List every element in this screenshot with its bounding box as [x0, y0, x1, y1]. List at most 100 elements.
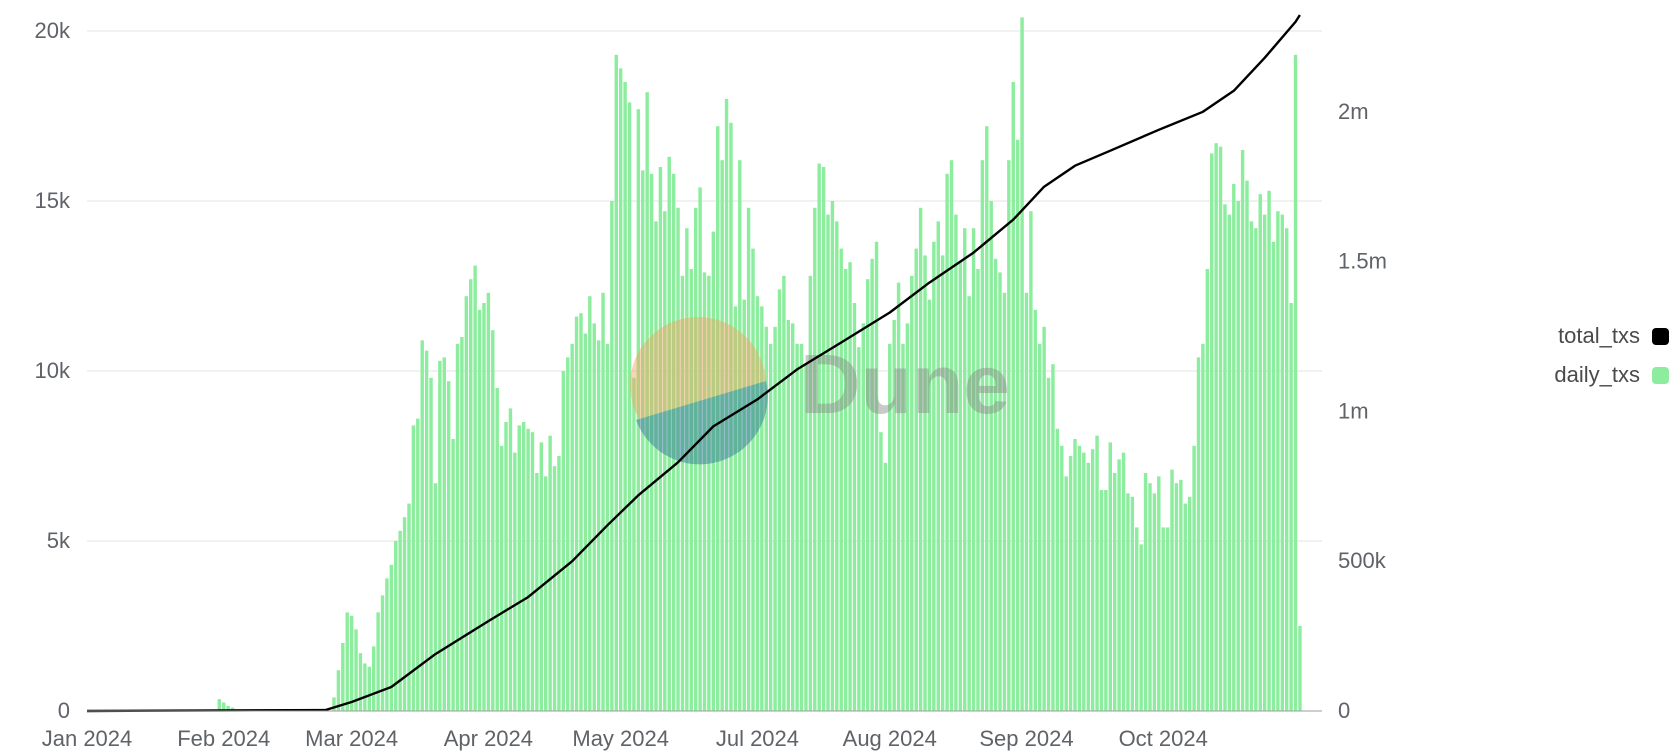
daily-txs-bar[interactable] [566, 357, 570, 711]
daily-txs-bar[interactable] [495, 388, 499, 711]
daily-txs-bar[interactable] [927, 299, 932, 711]
daily-txs-bar[interactable] [579, 313, 583, 711]
daily-txs-bar[interactable] [460, 337, 464, 711]
daily-txs-bar[interactable] [1086, 462, 1090, 711]
daily-txs-bar[interactable] [795, 343, 799, 711]
daily-txs-bar[interactable] [618, 68, 623, 711]
daily-txs-bar[interactable] [1262, 214, 1267, 711]
daily-txs-bar[interactable] [1037, 343, 1042, 711]
daily-txs-bar[interactable] [768, 343, 773, 711]
daily-txs-bar[interactable] [543, 476, 548, 711]
daily-txs-bar[interactable] [1011, 82, 1015, 711]
daily-txs-bar[interactable] [1161, 527, 1165, 711]
legend-item-daily-txs[interactable]: daily_txs [1554, 362, 1669, 387]
daily-txs-bar[interactable] [539, 442, 544, 711]
daily-txs-bar[interactable] [1214, 143, 1218, 711]
daily-txs-bar[interactable] [967, 296, 971, 711]
daily-txs-bar[interactable] [491, 330, 495, 711]
daily-txs-bar[interactable] [1077, 445, 1082, 711]
daily-txs-bar[interactable] [1139, 544, 1143, 711]
daily-txs-bar[interactable] [1126, 493, 1130, 711]
daily-txs-bar[interactable] [645, 92, 649, 711]
daily-txs-bar[interactable] [1060, 445, 1064, 711]
daily-txs-bar[interactable] [217, 699, 222, 711]
daily-txs-bar[interactable] [398, 530, 402, 711]
daily-txs-bar[interactable] [1152, 493, 1157, 711]
daily-txs-bar[interactable] [1148, 483, 1152, 711]
daily-txs-bar[interactable] [963, 228, 967, 711]
daily-txs-bar[interactable] [1068, 456, 1073, 711]
daily-txs-bar[interactable] [1143, 473, 1148, 711]
daily-txs-bar[interactable] [940, 255, 945, 711]
daily-txs-bar[interactable] [892, 320, 896, 711]
daily-txs-bar[interactable] [526, 428, 530, 711]
daily-txs-bar[interactable] [804, 364, 808, 711]
daily-txs-bar[interactable] [910, 275, 914, 711]
daily-txs-bar[interactable] [1095, 435, 1099, 711]
daily-txs-bar[interactable] [852, 303, 857, 711]
daily-txs-bar[interactable] [1029, 211, 1033, 711]
daily-txs-bar[interactable] [473, 265, 477, 711]
daily-txs-bar[interactable] [610, 201, 614, 711]
daily-txs-bar[interactable] [1276, 211, 1280, 711]
daily-txs-bar[interactable] [504, 422, 508, 711]
daily-txs-bar[interactable] [416, 418, 420, 711]
daily-txs-bar[interactable] [914, 248, 918, 711]
daily-txs-bar[interactable] [949, 160, 954, 711]
daily-txs-bar[interactable] [976, 269, 980, 711]
daily-txs-bar[interactable] [641, 170, 645, 711]
daily-txs-bar[interactable] [636, 109, 641, 711]
daily-txs-bar[interactable] [702, 272, 707, 711]
daily-txs-bar[interactable] [971, 228, 976, 711]
daily-txs-bar[interactable] [1015, 139, 1020, 712]
daily-txs-bar[interactable] [345, 612, 349, 711]
daily-txs-bar[interactable] [433, 483, 438, 711]
daily-txs-bar[interactable] [451, 439, 455, 711]
daily-txs-bar[interactable] [486, 292, 491, 711]
daily-txs-bar[interactable] [1055, 428, 1060, 711]
daily-txs-bar[interactable] [658, 167, 663, 711]
daily-txs-bar[interactable] [517, 425, 521, 711]
daily-txs-bar[interactable] [680, 275, 685, 711]
daily-txs-bar[interactable] [835, 221, 839, 711]
daily-txs-bar[interactable] [1205, 269, 1210, 711]
daily-txs-bar[interactable] [548, 435, 552, 711]
daily-txs-bar[interactable] [385, 578, 389, 711]
daily-txs-bar[interactable] [1232, 184, 1236, 711]
daily-txs-bar[interactable] [799, 343, 804, 711]
daily-txs-bar[interactable] [627, 102, 632, 711]
daily-txs-bar[interactable] [985, 126, 989, 711]
daily-txs-bar[interactable] [354, 629, 358, 711]
daily-txs-bar[interactable] [222, 702, 226, 712]
daily-txs-bar[interactable] [932, 241, 936, 712]
daily-txs-bar[interactable] [632, 377, 636, 711]
daily-txs-bar[interactable] [1090, 449, 1095, 711]
daily-txs-bar[interactable] [535, 473, 539, 711]
daily-txs-bar[interactable] [993, 258, 998, 711]
daily-txs-bar[interactable] [1117, 459, 1121, 711]
daily-txs-bar[interactable] [570, 343, 574, 711]
daily-txs-bar[interactable] [1245, 180, 1249, 712]
daily-txs-bar[interactable] [588, 296, 592, 711]
daily-txs-bar[interactable] [751, 248, 755, 711]
daily-txs-bar[interactable] [411, 425, 416, 711]
daily-txs-bar[interactable] [936, 221, 940, 711]
daily-txs-bar[interactable] [716, 126, 720, 711]
daily-txs-bar[interactable] [808, 275, 813, 711]
daily-txs-bar[interactable] [1298, 626, 1302, 711]
daily-txs-bar[interactable] [1236, 201, 1240, 711]
daily-txs-bar[interactable] [482, 303, 486, 711]
daily-txs-bar[interactable] [1174, 483, 1179, 711]
daily-txs-bar[interactable] [1227, 214, 1232, 711]
daily-txs-bar[interactable] [442, 357, 446, 711]
daily-txs-bar[interactable] [561, 371, 566, 711]
daily-txs-bar[interactable] [901, 343, 905, 711]
daily-txs-bar[interactable] [499, 445, 504, 711]
daily-txs-bar[interactable] [596, 340, 601, 711]
daily-txs-bar[interactable] [954, 214, 958, 711]
daily-txs-bar[interactable] [1112, 473, 1117, 711]
daily-txs-bar[interactable] [226, 705, 230, 711]
daily-txs-bar[interactable] [429, 377, 433, 711]
daily-txs-bar[interactable] [530, 432, 535, 711]
daily-txs-bar[interactable] [1258, 194, 1262, 711]
